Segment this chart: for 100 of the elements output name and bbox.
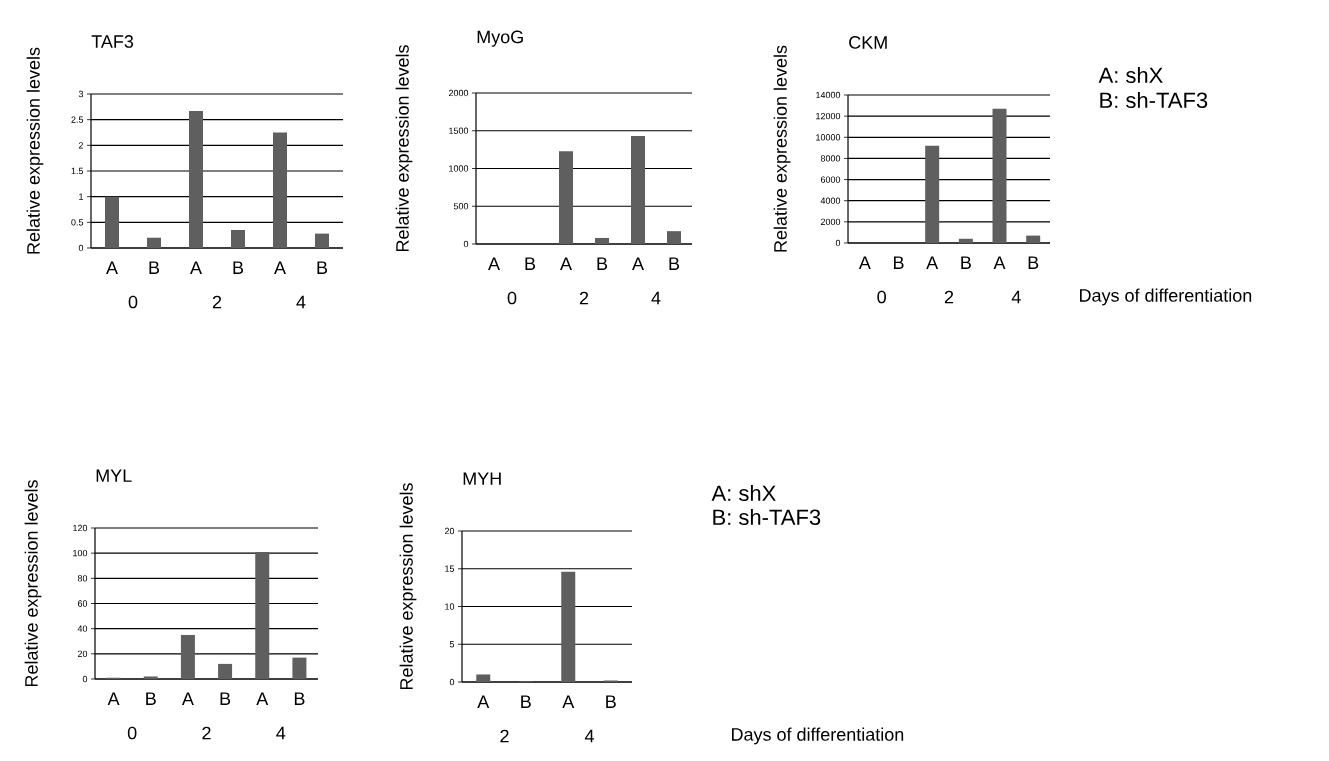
y-tick-label: 2000	[448, 89, 469, 97]
chart-title: TAF3	[91, 35, 134, 48]
y-tick-label: 40	[77, 625, 88, 632]
text: B: sh-TAF3	[713, 508, 821, 526]
y-tick-label: 500	[453, 203, 469, 210]
y-tick-label: 1500	[449, 127, 469, 134]
y-tick-label: 80	[77, 575, 88, 582]
x-tick-label: A	[274, 261, 286, 274]
y-tick-label: 120	[73, 524, 88, 532]
x-tick-label: B	[669, 257, 680, 270]
x-tick-label: B	[220, 692, 231, 705]
y-tick-label: 100	[73, 549, 88, 557]
text: 4	[296, 295, 306, 309]
y-axis-title: Relative expression levels	[395, 45, 413, 252]
x-tick-label: B	[525, 257, 536, 270]
x-tick-label: A	[993, 256, 1006, 269]
x-tick-label: B	[149, 261, 160, 274]
x-tick-label: A	[190, 261, 202, 274]
bar	[559, 151, 573, 244]
text: 4	[584, 729, 594, 743]
text: 2	[579, 291, 589, 305]
x-tick-label: B	[146, 692, 156, 705]
x-tick-label: A	[106, 261, 118, 274]
y-tick-label: 20	[77, 650, 88, 658]
x-tick-label: A	[858, 256, 871, 269]
y-axis-title: Relative expression levels	[24, 480, 42, 687]
text: 0	[127, 726, 137, 740]
x-tick-label: A	[560, 257, 572, 270]
x-tick-label: A	[632, 257, 644, 270]
y-tick-label: 1000	[449, 165, 469, 172]
text: 0	[507, 291, 517, 305]
text: 0	[128, 295, 138, 309]
text: 2	[500, 729, 509, 743]
text: 0	[877, 290, 886, 304]
y-tick-label: 60	[77, 600, 88, 607]
text: 2	[944, 290, 954, 304]
y-axis-title: Relative expression levels	[26, 47, 44, 254]
y-tick-label: 6000	[820, 176, 841, 183]
x-axis-title: Days of differentiation	[1080, 288, 1252, 306]
y-tick-label: 0	[835, 239, 841, 247]
text: A: shX	[711, 484, 776, 502]
bar	[231, 230, 245, 248]
text: A: shX	[1098, 66, 1163, 84]
chart-title: MYH	[463, 472, 501, 485]
y-tick-label: 8000	[820, 155, 841, 162]
x-tick-label: B	[317, 261, 328, 274]
chart-title: CKM	[849, 36, 887, 49]
bar	[595, 237, 609, 244]
x-tick-label: A	[562, 695, 575, 708]
bar	[631, 136, 645, 244]
chart-title: MYL	[96, 469, 132, 482]
y-axis-title: Relative expression levels	[399, 483, 417, 690]
x-tick-label: A	[181, 692, 194, 705]
x-tick-label: B	[893, 256, 904, 269]
y-tick-label: 14000	[816, 91, 841, 99]
bar	[958, 238, 973, 243]
text: 2	[212, 295, 222, 309]
text: 4	[651, 291, 661, 305]
y-tick-label: 2000	[820, 218, 841, 226]
y-tick-label: 10000	[816, 134, 841, 141]
bar	[189, 110, 203, 248]
bar	[273, 132, 287, 248]
y-tick-label: 1.5	[71, 167, 84, 175]
x-tick-label: A	[107, 692, 120, 705]
x-tick-label: A	[256, 692, 269, 705]
y-tick-label: 2.5	[71, 116, 84, 123]
y-tick-label: 3	[78, 90, 84, 98]
y-axis-title: Relative expression levels	[773, 45, 791, 252]
chart-title: MyoG	[477, 30, 523, 47]
bar	[105, 196, 119, 248]
bar	[667, 231, 681, 244]
bar	[1026, 235, 1041, 243]
bar	[143, 676, 158, 679]
x-tick-label: B	[961, 256, 971, 269]
x-axis-title: Days of differentiation	[732, 727, 904, 745]
x-tick-label: A	[926, 256, 939, 269]
y-tick-label: 0	[78, 244, 84, 252]
x-tick-label: B	[294, 692, 305, 705]
y-tick-label: 0.5	[71, 219, 84, 226]
x-tick-label: B	[1028, 256, 1039, 269]
bar	[180, 634, 195, 679]
y-tick-label: 0	[82, 675, 88, 683]
bar	[147, 237, 161, 248]
text: B: sh-TAF3	[1100, 91, 1208, 109]
y-tick-label: 12000	[816, 112, 841, 120]
x-tick-label: A	[477, 695, 490, 708]
bar	[925, 145, 940, 243]
bar	[992, 108, 1007, 243]
bar	[255, 551, 270, 679]
y-tick-label: 20	[444, 527, 455, 535]
text: 4	[1011, 290, 1021, 304]
y-tick-label: 4000	[820, 197, 841, 204]
y-tick-label: 1	[79, 193, 84, 200]
x-tick-label: A	[488, 257, 500, 270]
bar	[218, 663, 233, 679]
bar	[561, 571, 576, 682]
text: 4	[276, 726, 286, 740]
y-tick-label: 0	[463, 240, 469, 248]
text: 2	[202, 726, 211, 740]
x-tick-label: B	[233, 261, 244, 274]
